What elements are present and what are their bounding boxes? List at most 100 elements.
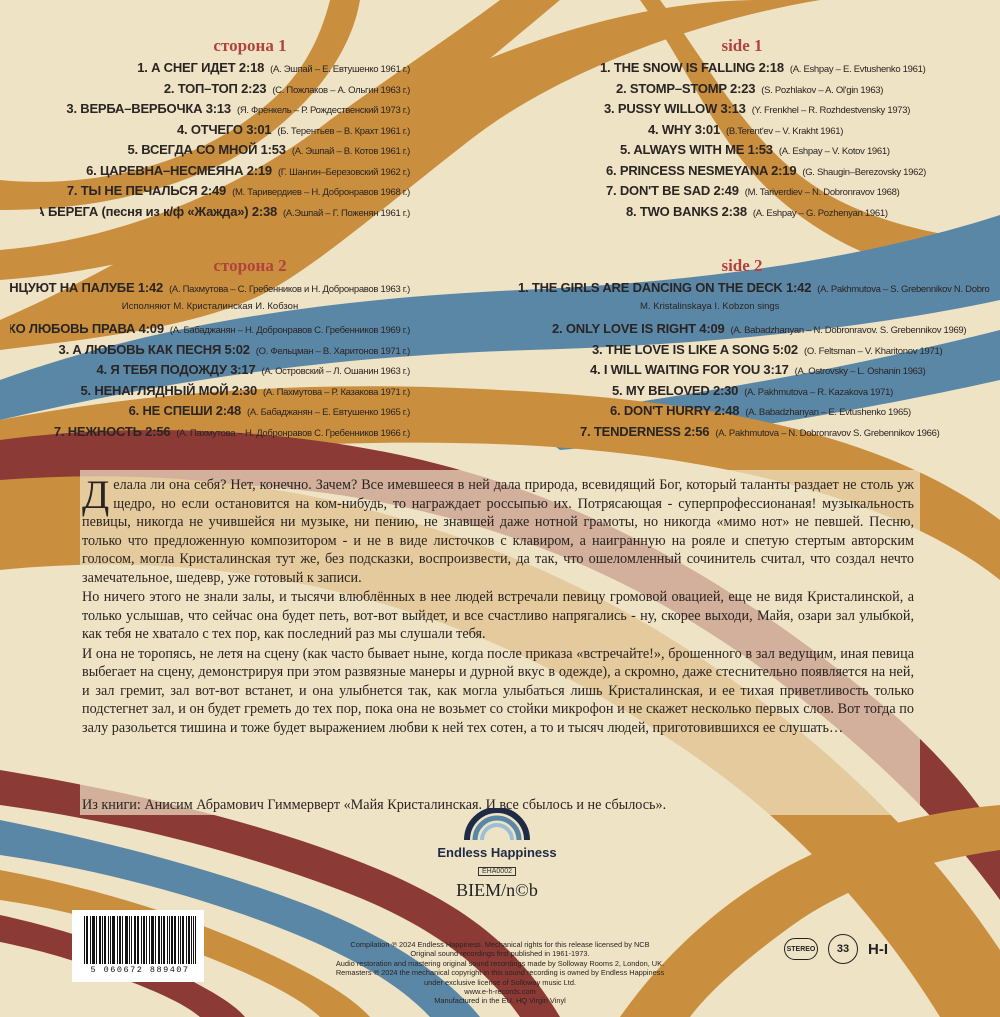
track-title: 6. НЕ СПЕШИ 2:48: [128, 403, 242, 418]
track-row: 6. PRINCESS NESMEYANA 2:19 (G. Shaugin–Be…: [596, 163, 986, 184]
track-credit: (S. Pozhlakov – A. Ol'gin 1963): [761, 84, 884, 96]
track-title: 1. А СНЕГ ИДЕТ 2:18: [137, 60, 265, 75]
track-credit: (А. Пахмутова – Н. Добронравов С. Гребен…: [176, 427, 410, 439]
rainbow-logo-icon: [464, 807, 530, 841]
hi-fi-mark: H-I: [868, 940, 888, 958]
track-title: 1. THE SNOW IS FALLING 2:18: [600, 60, 784, 75]
track-row: 4. Я ТЕБЯ ПОДОЖДУ 3:17 (А. Островский – Л…: [10, 362, 410, 383]
track-row: 5. MY BELOVED 2:30 (A. Pakhmutova – R. Ka…: [510, 383, 990, 404]
track-title: 5. MY BELOVED 2:30: [612, 382, 739, 398]
side-1-ru-tracklist: 1. А СНЕГ ИДЕТ 2:18 (А. Эшпай – Е. Евтуше…: [40, 60, 410, 224]
track-title: 4. ОТЧЕГО 3:01: [176, 121, 272, 137]
track-title: 6. ЦАРЕВНА–НЕСМЕЯНА 2:19: [86, 162, 272, 178]
track-credit: (A. Pakhmutova – S. Grebennikov N. Dobro…: [817, 284, 990, 295]
track-credit: (О. Фельцман – В. Харитонов 1971 г.): [255, 345, 410, 357]
track-title: 1. ДЕВЧОНКИ ТАНЦУЮТ НА ПАЛУБЕ 1:42: [10, 280, 164, 295]
track-row: 1. ДЕВЧОНКИ ТАНЦУЮТ НА ПАЛУБЕ 1:42 (А. Па…: [10, 280, 410, 301]
track-title: 6. DON'T HURRY 2:48: [610, 403, 740, 418]
track-title: 4. Я ТЕБЯ ПОДОЖДУ 3:17: [96, 362, 256, 377]
legal-notice: Compilation ℗ 2024 Endless Happiness. Me…: [300, 940, 700, 1006]
track-title: 7. TENDERNESS 2:56: [580, 423, 710, 439]
track-row: 3. А ЛЮБОВЬ КАК ПЕСНЯ 5:02 (О. Фельцман –…: [10, 342, 410, 363]
track-row: 6. DON'T HURRY 2:48 (A. Babadzhanyan – E.…: [510, 403, 990, 424]
track-row: 7. TENDERNESS 2:56 (A. Pakhmutova – N. Do…: [510, 424, 990, 445]
track-row: 3. THE LOVE IS LIKE A SONG 5:02 (O. Felts…: [510, 342, 990, 363]
performers-line: M. Kristalinskaya I. Kobzon sings: [640, 300, 780, 312]
track-row: 7. НЕЖНОСТЬ 2:56 (А. Пахмутова – Н. Добро…: [10, 424, 410, 445]
track-row: 8. TWO BANKS 2:38 (A. Eshpay – G. Pozheny…: [596, 204, 986, 225]
track-credit: (А. Бабаджанян – Е. Евтушенко 1965 г.): [246, 407, 410, 418]
track-row: 4. WHY 3:01 (B.Terent'ev – V. Krakht 1961…: [596, 122, 986, 143]
track-title: 5. ВСЕГДА СО МНОЙ 1:53: [127, 142, 286, 157]
rpm-33-icon: 33: [828, 934, 858, 964]
side-2-ru-tracklist: 1. ДЕВЧОНКИ ТАНЦУЮТ НА ПАЛУБЕ 1:42 (А. Па…: [10, 280, 410, 444]
track-credit: (А. Эшпай – Е. Евтушенко 1961 г.): [270, 64, 410, 75]
stereo-icon: STEREO: [784, 938, 818, 960]
track-title: 8. ДВА БЕРЕГА (песня из к/ф «Жажда») 2:3…: [40, 203, 278, 219]
track-title: 6. PRINCESS NESMEYANA 2:19: [606, 162, 797, 178]
track-title: 8. TWO BANKS 2:38: [626, 203, 747, 219]
side-2-ru-title: сторона 2: [213, 256, 287, 275]
track-row: 2. ТОП–ТОП 2:23 (С. Пожлаков – А. Ольгин …: [40, 81, 410, 102]
track-credit: (А. Пахмутова – Р. Казакова 1971 г.): [262, 386, 410, 398]
track-credit: (A. Eshpay – E. Evtushenko 1961): [789, 64, 926, 75]
label-name: Endless Happiness: [437, 845, 557, 860]
book-source-citation: Из книги: Анисим Абрамович Гиммерверт «М…: [82, 797, 667, 813]
track-credit: (G. Shaugin–Berezovsky 1962): [802, 166, 926, 178]
track-row: 1. THE SNOW IS FALLING 2:18 (A. Eshpay – …: [596, 60, 986, 81]
legal-line: Manufactured in the EU. HQ Virgin Vinyl: [434, 996, 566, 1006]
track-row: 1. THE GIRLS ARE DANCING ON THE DECK 1:4…: [510, 280, 990, 301]
side-2-en-title: side 2: [721, 256, 763, 275]
track-title: 7. ТЫ НЕ ПЕЧАЛЬСЯ 2:49: [66, 183, 227, 198]
track-credit: (М. Таривердиев – Н. Добронравов 1968 г.…: [232, 187, 410, 198]
track-title: 4. WHY 3:01: [648, 121, 720, 137]
side-1-en-tracklist: 1. THE SNOW IS FALLING 2:18 (A. Eshpay – …: [596, 60, 986, 224]
track-row: 5. ВСЕГДА СО МНОЙ 1:53 (А. Эшпай – В. Кот…: [40, 142, 410, 163]
track-row: 2. STOMP–STOMP 2:23 (S. Pozhlakov – A. Ol…: [596, 81, 986, 102]
track-row: 4. ОТЧЕГО 3:01 (Б. Терентьев – В. Крахт 1…: [40, 122, 410, 143]
side-1-ru-title: сторона 1: [213, 36, 287, 55]
track-row: 4. I WILL WAITING FOR YOU 3:17 (A. Ostrov…: [510, 362, 990, 383]
side-2-en-tracklist: 1. THE GIRLS ARE DANCING ON THE DECK 1:4…: [510, 280, 990, 444]
track-credit: (A. Pakhmutova – R. Kazakova 1971): [744, 386, 893, 398]
legal-line: Original sound recordings first publishe…: [410, 949, 590, 959]
track-row: 3. ВЕРБА–ВЕРБОЧКА 3:13 (Я. Френкель – Р. …: [40, 101, 410, 122]
track-title: 2. ТОЛЬКО ЛЮБОВЬ ПРАВА 4:09: [10, 321, 164, 336]
track-credit: (А. Островский – Л. Ошанин 1963 г.): [261, 366, 411, 377]
track-row: 2. ONLY LOVE IS RIGHT 4:09 (A. Babadzhany…: [510, 321, 990, 342]
track-credit: (Б. Терентьев – В. Крахт 1961 г.): [277, 125, 410, 137]
track-credit: (M. Tariverdiev – N. Dobronravov 1968): [744, 187, 900, 198]
bio-paragraph-1-text: елала ли она себя? Нет, конечно. Зачем? …: [82, 477, 914, 586]
track-title: 4. I WILL WAITING FOR YOU 3:17: [590, 362, 789, 377]
barcode: 5 060672 889407: [72, 910, 204, 982]
track-row: 6. НЕ СПЕШИ 2:48 (А. Бабаджанян – Е. Евту…: [10, 403, 410, 424]
track-row: 7. DON'T BE SAD 2:49 (M. Tariverdiev – N.…: [596, 183, 986, 204]
rights-society-mark: BIEM/n©b: [456, 880, 538, 900]
bio-paragraph-2: Но ничего этого не знали залы, и тысячи …: [82, 589, 914, 642]
track-title: 7. НЕЖНОСТЬ 2:56: [53, 423, 171, 439]
track-credit: (С. Пожлаков – А. Ольгин 1963 г.): [272, 84, 410, 96]
track-credit: (Я. Френкель – Р. Рождественский 1973 г.…: [236, 105, 410, 116]
track-credit: (А. Пахмутова – С. Гребенников и Н. Добр…: [169, 284, 410, 295]
track-credit: (A. Ostrovsky – L. Oshanin 1963): [794, 366, 926, 377]
track-row: 1. А СНЕГ ИДЕТ 2:18 (А. Эшпай – Е. Евтуше…: [40, 60, 410, 81]
drop-cap: Д: [82, 472, 110, 517]
track-title: 5. ALWAYS WITH ME 1:53: [620, 142, 773, 157]
track-credit: (Y. Frenkhel – R. Rozhdestvensky 1973): [751, 105, 911, 116]
track-credit: (B.Terent'ev – V. Krakht 1961): [725, 125, 844, 137]
track-credit: (А.Эшпай – Г. Поженян 1961 г.): [283, 207, 410, 219]
legal-line: Remasters ℗ 2024 the mechanical copyrigh…: [335, 968, 665, 978]
track-credit: (A. Babadzhanyan – N. Dobronravov. S. Gr…: [730, 325, 967, 336]
track-credit: (А. Бабаджанян – Н. Добронравов С. Гребе…: [169, 325, 410, 336]
track-title: 2. ONLY LOVE IS RIGHT 4:09: [552, 321, 725, 336]
track-row: 5. ALWAYS WITH ME 1:53 (A. Eshpay – V. Ko…: [596, 142, 986, 163]
track-row: 7. ТЫ НЕ ПЕЧАЛЬСЯ 2:49 (М. Таривердиев – …: [40, 183, 410, 204]
label-logo: Endless Happiness EHA0002 BIEM/n©b: [432, 807, 562, 918]
legal-line: Audio restoration and mastering original…: [335, 958, 665, 968]
format-badges: STEREO 33 H-I: [784, 932, 888, 966]
track-row: 3. PUSSY WILLOW 3:13 (Y. Frenkhel – R. Ro…: [596, 101, 986, 122]
track-title: 2. STOMP–STOMP 2:23: [616, 80, 756, 96]
